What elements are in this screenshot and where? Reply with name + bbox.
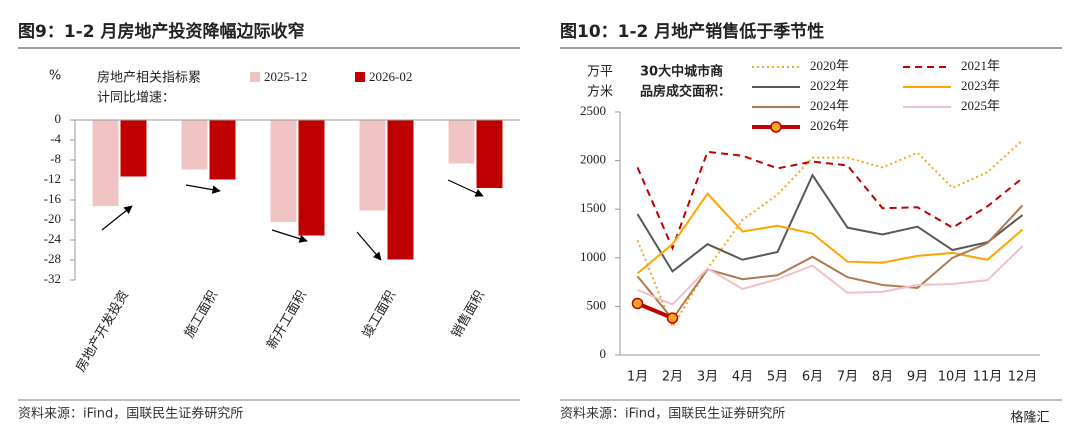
y-tick-label: -8 bbox=[50, 151, 61, 166]
bar bbox=[92, 120, 119, 206]
x-tick-label: 10月 bbox=[938, 370, 968, 385]
y-tick-label: -32 bbox=[44, 271, 61, 286]
legend-label: 2026-02 bbox=[369, 69, 412, 84]
legend-swatch bbox=[250, 72, 260, 82]
series-line bbox=[636, 150, 1024, 251]
x-tick-label: 施工面积 bbox=[182, 288, 221, 341]
bar bbox=[476, 120, 503, 188]
legend-label: 2024年 bbox=[810, 98, 849, 113]
arrows bbox=[101, 179, 484, 261]
series-line bbox=[636, 204, 1024, 321]
x-tick-label: 4月 bbox=[732, 370, 753, 385]
x-tick-label: 2月 bbox=[662, 370, 683, 385]
bar bbox=[359, 120, 386, 211]
y-tick-label: 500 bbox=[587, 297, 607, 312]
bar bbox=[209, 120, 236, 180]
y-label: 万平 bbox=[587, 65, 613, 80]
y-tick-label: -16 bbox=[44, 191, 62, 206]
y-tick-label: 0 bbox=[55, 111, 62, 126]
x-tick-label: 11月 bbox=[973, 370, 1003, 385]
x-tick-label: 销售面积 bbox=[448, 288, 488, 341]
bar bbox=[181, 120, 208, 170]
annotation: 30大中城市商 bbox=[640, 64, 723, 80]
y-tick-label: 0 bbox=[600, 346, 607, 361]
series-line bbox=[636, 301, 674, 320]
legend-marker bbox=[770, 121, 782, 133]
series-line bbox=[636, 139, 1024, 330]
series-line bbox=[637, 245, 1024, 306]
y-label: 方米 bbox=[587, 84, 613, 100]
y-label: % bbox=[49, 69, 61, 84]
legend-label: 2022年 bbox=[810, 78, 849, 93]
y-tick-label: -20 bbox=[44, 211, 61, 226]
legend-label: 2026年 bbox=[810, 118, 849, 133]
y-tick-label: 1500 bbox=[580, 200, 606, 215]
legend-label: 2025-12 bbox=[264, 69, 307, 84]
bar bbox=[298, 120, 325, 236]
x-tick-label: 新开工面积 bbox=[264, 288, 310, 352]
annotation: 计同比增速： bbox=[97, 91, 175, 106]
y-tick-label: -4 bbox=[50, 131, 61, 146]
bar bbox=[448, 120, 475, 164]
bar bbox=[270, 120, 297, 222]
annotation: 品房成交面积： bbox=[640, 84, 731, 100]
chart-title: 图10：1-2 月地产销售低于季节性 bbox=[560, 21, 824, 42]
bar bbox=[387, 120, 414, 260]
x-tick-label: 6月 bbox=[802, 370, 823, 385]
annotation: 房地产相关指标累 bbox=[97, 70, 201, 86]
y-tick-label: 2500 bbox=[580, 103, 606, 118]
y-tick-label: -12 bbox=[44, 171, 61, 186]
x-tick-label: 9月 bbox=[907, 370, 928, 385]
bar bbox=[120, 120, 147, 177]
point bbox=[631, 297, 644, 310]
x-tick-label: 竣工面积 bbox=[360, 288, 399, 341]
x-tick-label: 7月 bbox=[837, 370, 858, 385]
x-tick-label: 3月 bbox=[697, 370, 718, 385]
x-tick-label: 1月 bbox=[627, 370, 648, 385]
legend-label: 2023年 bbox=[961, 78, 1000, 93]
legend-label: 2020年 bbox=[810, 58, 849, 73]
source: 资料来源：iFind，国联民生证券研究所 bbox=[560, 406, 785, 422]
legend-swatch bbox=[355, 72, 365, 82]
x-tick-label: 5月 bbox=[767, 370, 788, 385]
legend-label: 2021年 bbox=[961, 58, 1000, 73]
watermark: 格隆汇 bbox=[1010, 410, 1049, 426]
series-line bbox=[636, 192, 1024, 275]
source: 资料来源：iFind，国联民生证券研究所 bbox=[18, 406, 243, 422]
y-tick-label: 2000 bbox=[580, 152, 606, 167]
point bbox=[666, 312, 679, 324]
x-tick-label: 房地产开发投资 bbox=[73, 288, 132, 375]
legend-label: 2025年 bbox=[961, 98, 1000, 113]
chart-title: 图9：1-2 月房地产投资降幅边际收窄 bbox=[18, 21, 304, 42]
x-tick-label: 12月 bbox=[1008, 370, 1038, 385]
x-tick-label: 8月 bbox=[872, 370, 893, 385]
y-tick-label: -28 bbox=[44, 251, 61, 266]
series-line bbox=[636, 173, 1024, 273]
y-tick-label: -24 bbox=[44, 231, 62, 246]
y-tick-label: 1000 bbox=[580, 249, 606, 264]
